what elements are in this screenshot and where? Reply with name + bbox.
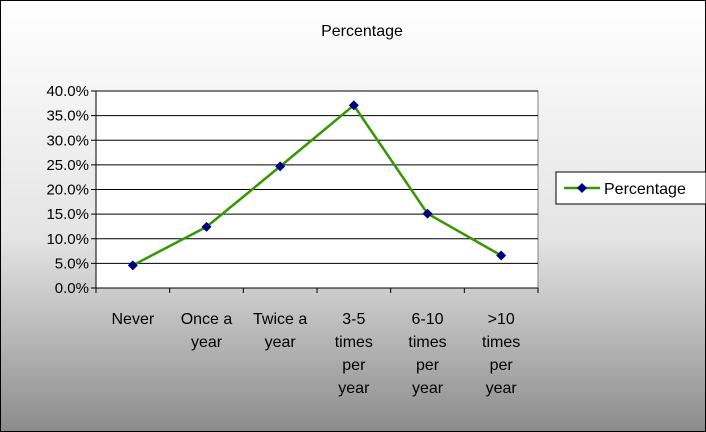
data-point-marker (496, 250, 507, 261)
y-tick-label: 20.0% (46, 182, 89, 199)
x-axis-tick-labels: Never Once a year Twice a year 3-5 times per yea… (111, 311, 520, 397)
legend-label-percentage: Percentage (604, 181, 686, 198)
data-point-marker (201, 221, 212, 232)
legend: Percentage (555, 171, 706, 205)
y-tick-label: 0.0% (55, 280, 89, 297)
x-tick-label: Never (111, 311, 154, 328)
series-percentage (127, 100, 507, 271)
chart-title: Percentage (321, 23, 403, 40)
x-tick-label: Twice a year (253, 311, 307, 351)
x-tick-label: >10 times per year (482, 311, 520, 397)
data-point-marker (422, 208, 433, 219)
axes (91, 90, 539, 293)
legend-marker-swatch (577, 183, 587, 193)
y-tick-label: 25.0% (46, 157, 89, 174)
x-tick-label: 6-10 times per year (408, 311, 446, 397)
series-line-percentage (132, 104, 502, 267)
x-tick-label: Once a year (181, 311, 233, 351)
y-tick-label: 40.0% (46, 83, 89, 100)
y-tick-label: 30.0% (46, 132, 89, 149)
gridlines (96, 90, 538, 264)
y-tick-label: 15.0% (46, 206, 89, 223)
y-tick-label: 35.0% (46, 108, 89, 125)
y-tick-label: 10.0% (46, 231, 89, 248)
data-point-marker (348, 100, 359, 111)
data-point-marker (275, 161, 286, 172)
data-point-marker (127, 260, 138, 271)
x-tick-label: 3-5 times per year (335, 311, 373, 397)
y-axis-tick-labels: 0.0% 5.0% 10.0% 15.0% 20.0% 25.0% 30.0% 35.0% 40… (46, 83, 89, 297)
y-tick-label: 5.0% (55, 255, 89, 272)
